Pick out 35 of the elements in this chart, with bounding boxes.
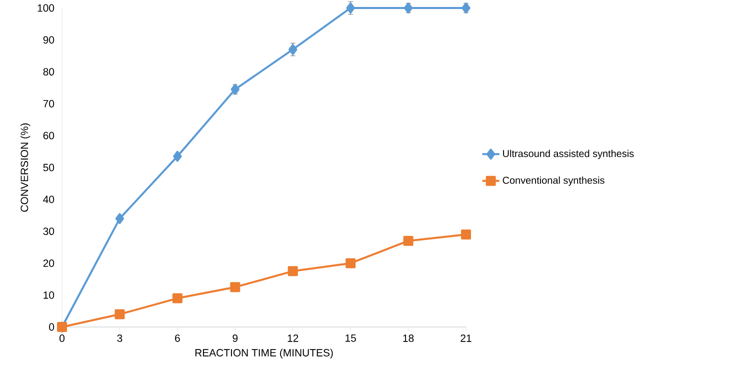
y-tick-label: 90 — [43, 36, 54, 44]
point — [230, 84, 240, 95]
point — [346, 258, 356, 268]
x-tick-label: 21 — [460, 334, 472, 342]
legend-label: Ultrasound assisted synthesis — [503, 150, 634, 160]
y-tick-label: 100 — [38, 4, 54, 12]
point — [288, 266, 298, 276]
y-tick-label: 10 — [44, 291, 54, 299]
x-tick-label: 12 — [288, 334, 298, 342]
y-tick-label: 30 — [43, 228, 54, 236]
y-axis-title: CONVERSION (%) — [20, 123, 30, 212]
point — [230, 282, 240, 292]
x-tick-label: 18 — [403, 334, 414, 342]
x-tick-label: 15 — [346, 334, 356, 342]
x-tick-label: 9 — [232, 334, 238, 342]
x-axis-title: REACTION TIME (MINUTES) — [195, 348, 333, 359]
point — [172, 293, 182, 304]
point — [114, 309, 125, 320]
y-tick-label: 80 — [43, 68, 54, 76]
x-tick-label: 0 — [60, 334, 65, 342]
y-tick-label: 50 — [43, 164, 54, 172]
point — [461, 229, 472, 240]
point — [404, 2, 413, 14]
legend-label: Conventional synthesis — [502, 176, 604, 186]
point — [288, 44, 298, 55]
y-tick-label: 0 — [49, 323, 54, 331]
y-tick-label: 20 — [43, 260, 54, 267]
y-tick-label: 40 — [43, 196, 54, 204]
x-tick-label: 6 — [175, 334, 180, 342]
point — [173, 150, 182, 162]
y-tick-label: 60 — [43, 132, 54, 140]
x-tick-label: 3 — [117, 334, 122, 342]
y-tick-label: 70 — [43, 100, 54, 108]
point — [115, 213, 124, 224]
point — [403, 236, 414, 246]
